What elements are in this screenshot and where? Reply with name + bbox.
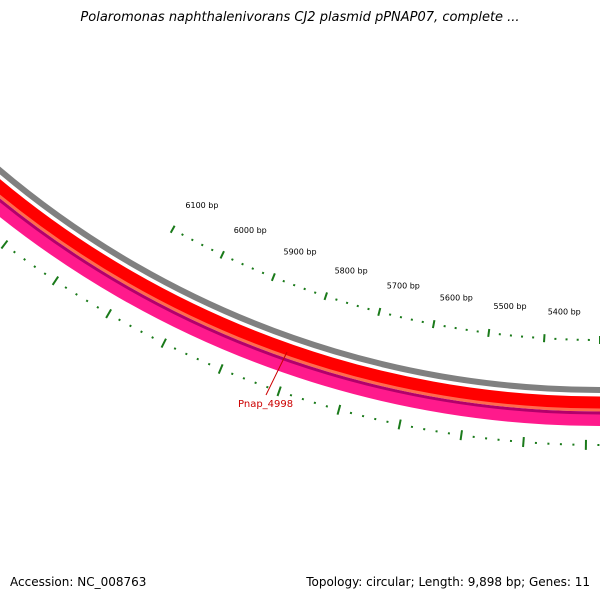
ruler-major-tick (323, 292, 328, 301)
gene-label-pnap-4998[interactable]: Pnap_4998 (238, 399, 293, 410)
reverse-gene-edge (0, 198, 600, 415)
inner-tick (75, 292, 78, 296)
ruler-label: 5900 bp (284, 248, 317, 257)
inner-tick (129, 324, 132, 328)
inner-tick (207, 362, 211, 366)
inner-tick (336, 404, 342, 415)
ruler-minor-tick (292, 283, 296, 287)
ruler-minor-tick (356, 304, 359, 308)
inner-tick (349, 411, 353, 415)
inner-tick (160, 338, 167, 349)
inner-tick (266, 385, 269, 389)
ruler-label: 5400 bp (548, 307, 581, 316)
inner-tick (242, 377, 246, 380)
inner-tick (96, 305, 100, 309)
inner-ticks (0, 239, 600, 450)
inner-tick (301, 397, 305, 401)
ruler-major-tick (431, 320, 436, 329)
ruler-minor-tick (303, 287, 306, 291)
ruler-minor-tick (367, 307, 370, 311)
ruler-major-tick (543, 334, 546, 343)
inner-tick (85, 299, 89, 303)
ruler-major-tick (169, 225, 176, 234)
ruler-label: 6000 bp (234, 226, 267, 235)
gene-label-leader-line (265, 351, 288, 396)
inner-tick (0, 239, 9, 250)
inner-tick (140, 330, 143, 334)
ruler-ticks (169, 225, 600, 344)
ruler-minor-tick (210, 248, 214, 252)
inner-tick (254, 381, 257, 385)
ruler-major-tick (270, 273, 276, 282)
inner-tick (64, 286, 68, 290)
inner-tick (276, 386, 282, 397)
ruler-minor-tick (345, 301, 349, 305)
ruler-minor-tick (200, 243, 204, 247)
ruler-major-tick (487, 328, 491, 338)
inner-tick (43, 272, 47, 276)
inner-tick (151, 336, 154, 339)
inner-tick (196, 357, 200, 361)
ruler-label: 5800 bp (335, 266, 368, 275)
inner-tick (230, 372, 234, 376)
inner-tick (325, 405, 329, 408)
inner-tick (51, 276, 60, 286)
ruler-label: 5700 bp (387, 282, 420, 291)
ruler-major-tick (219, 250, 225, 259)
ruler-label: 5500 bp (494, 302, 527, 311)
topology-summary-text: Topology: circular; Length: 9,898 bp; Ge… (306, 575, 590, 589)
inner-tick (459, 430, 463, 441)
inner-tick (185, 352, 188, 356)
ruler-minor-tick (335, 298, 338, 301)
ruler-minor-tick (261, 271, 265, 275)
forward-gene-edge (0, 194, 600, 412)
forward-gene-track[interactable] (0, 150, 600, 410)
ruler-major-tick (377, 307, 382, 316)
accession-text: Accession: NC_008763 (10, 575, 147, 589)
ruler-minor-tick (241, 262, 244, 266)
inner-tick (289, 394, 293, 397)
reverse-gene-track[interactable] (0, 163, 600, 426)
inner-tick (522, 436, 525, 448)
inner-tick (23, 258, 26, 261)
inner-tick (105, 308, 112, 319)
map-title: Polaromonas naphthalenivorans CJ2 plasmi… (80, 10, 520, 25)
inner-tick (118, 318, 121, 322)
inner-tick (313, 401, 317, 405)
ruler-label: 5600 bp (440, 294, 473, 303)
ruler-minor-tick (181, 233, 184, 236)
inner-tick (397, 419, 402, 430)
ruler-minor-tick (190, 238, 194, 242)
ruler-minor-tick (282, 279, 286, 283)
inner-tick (13, 250, 16, 254)
ruler-minor-tick (313, 291, 317, 294)
ruler-labels: 6100 bp 6000 bp 5900 bp 5800 bp 5700 bp 5600 … (185, 201, 581, 316)
backbone-track (0, 166, 600, 393)
ruler-minor-tick (231, 258, 234, 261)
ruler-minor-tick (251, 267, 255, 270)
inner-tick (173, 347, 177, 350)
inner-tick (33, 265, 37, 269)
inner-tick (217, 364, 224, 375)
ruler-label: 6100 bp (185, 201, 218, 210)
